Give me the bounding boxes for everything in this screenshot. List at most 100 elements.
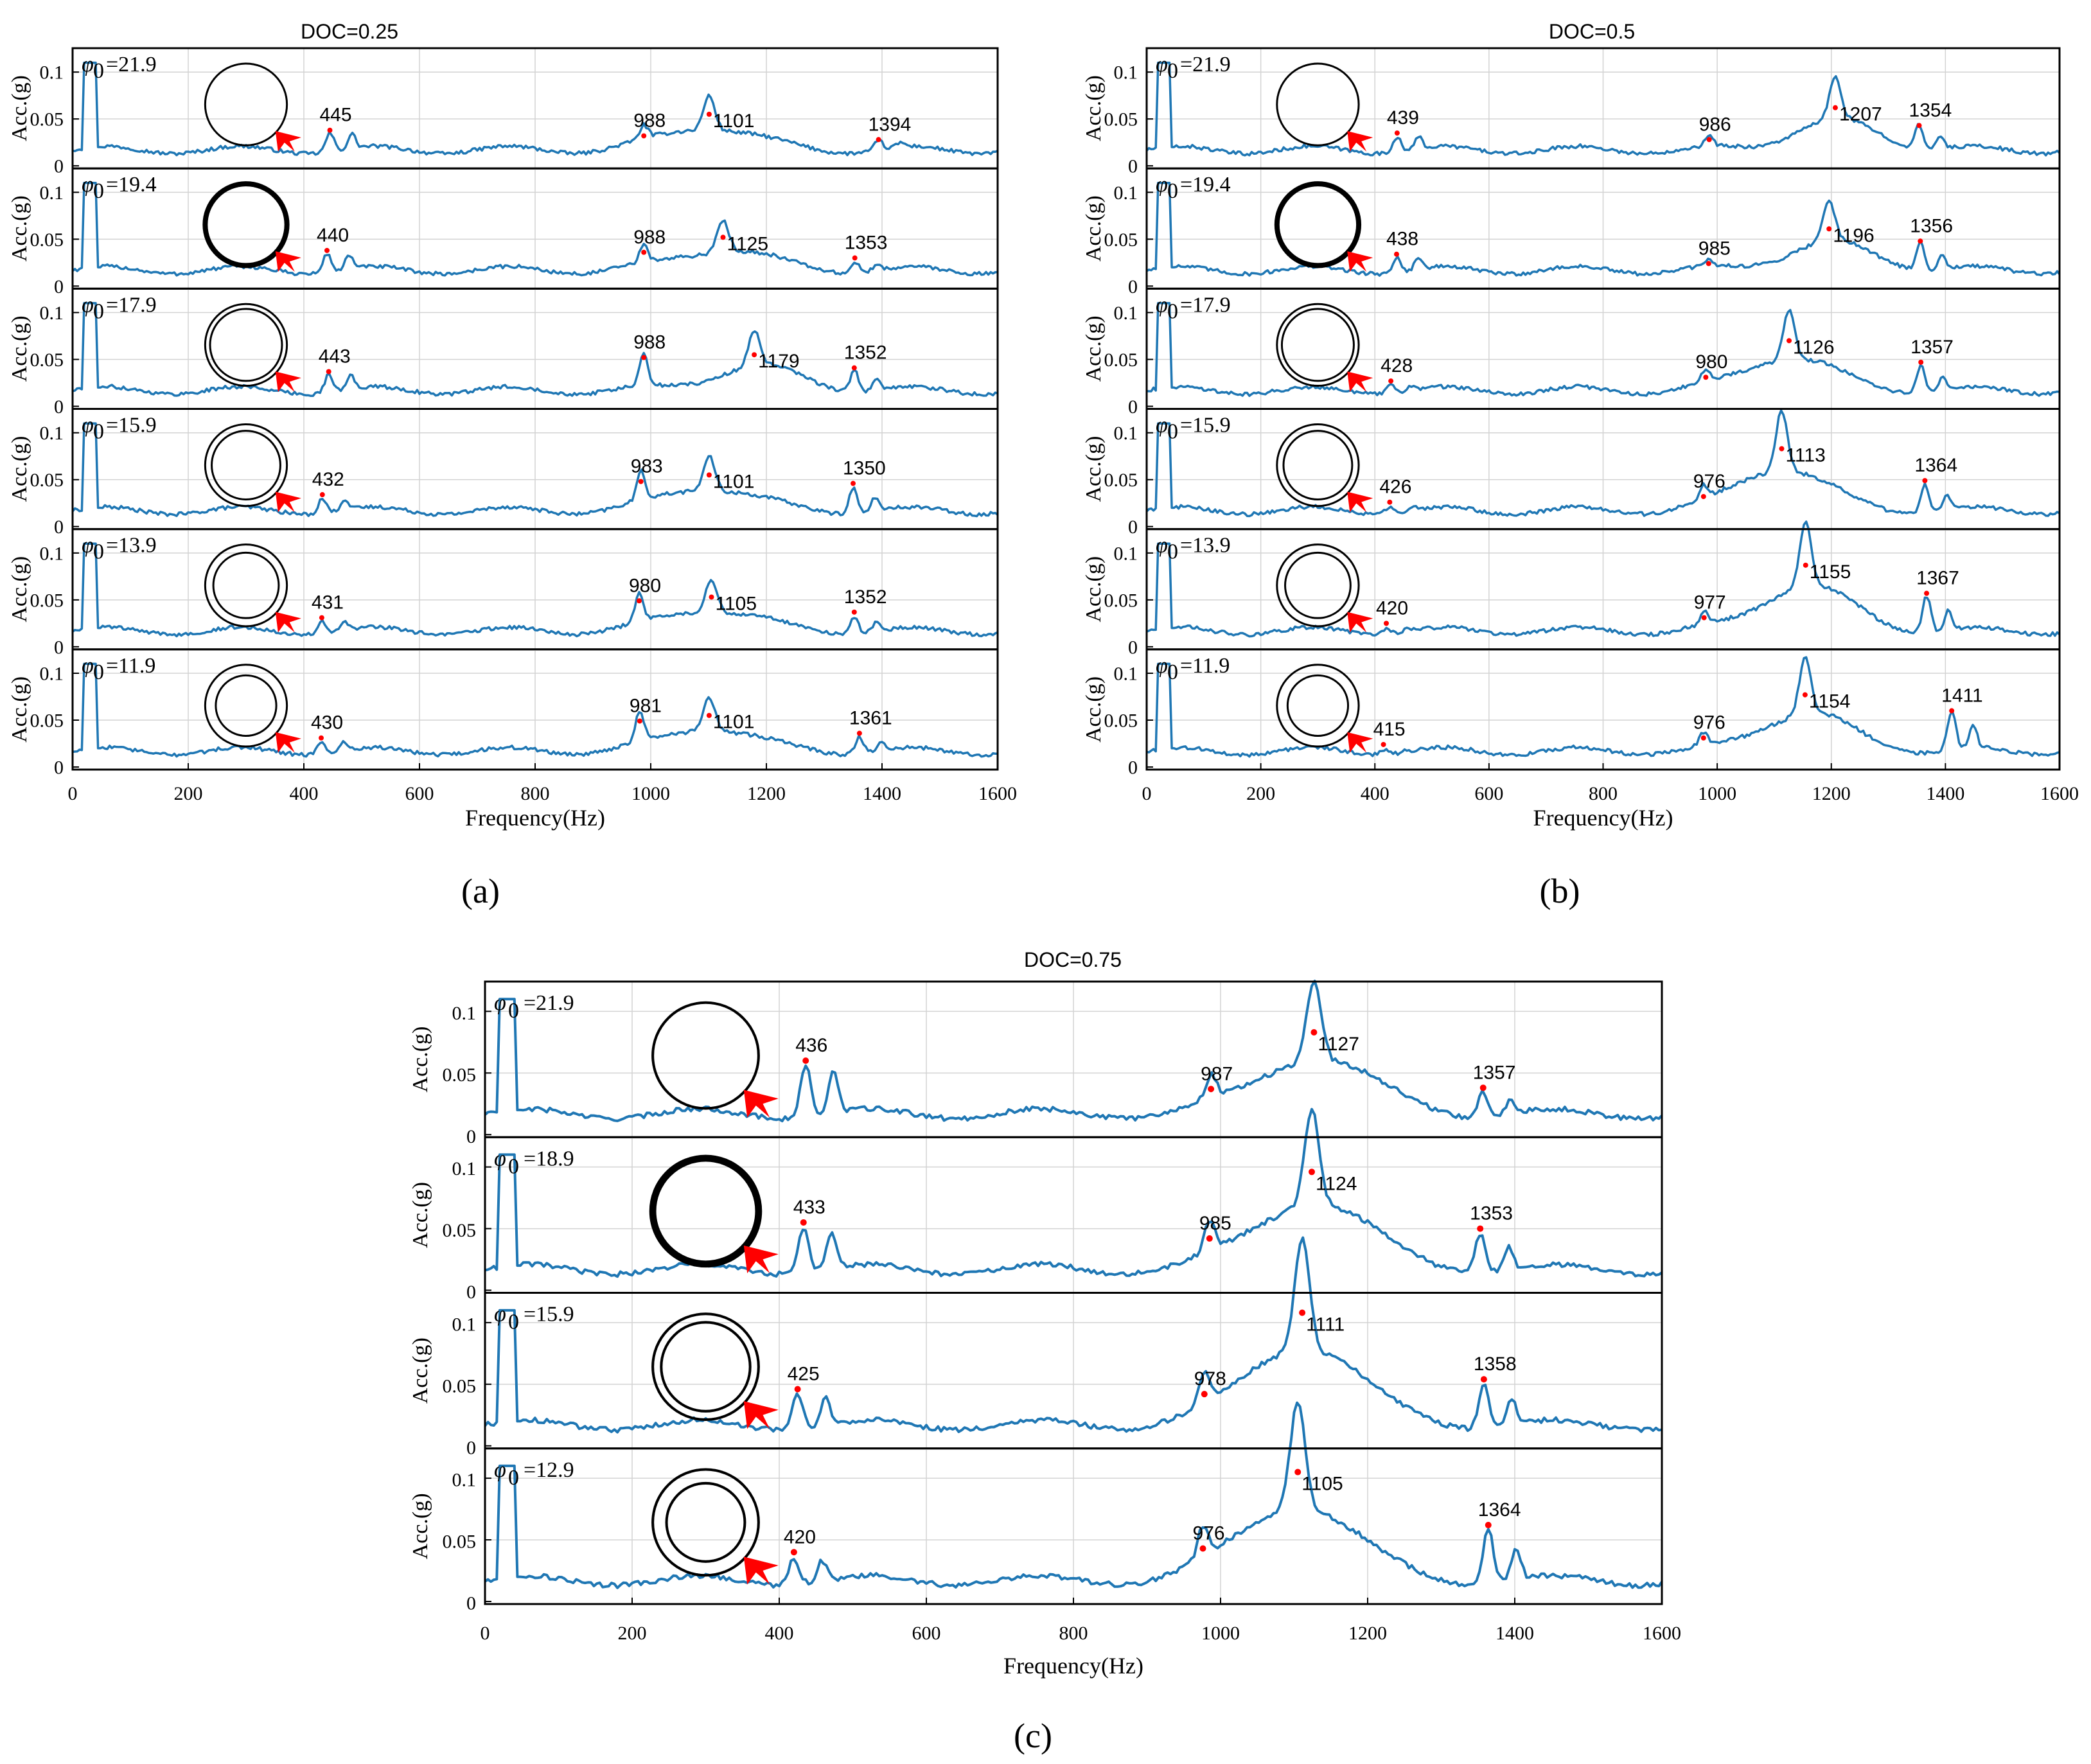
spectrum-line — [484, 1236, 1663, 1434]
ring-icon — [204, 303, 288, 387]
peak-label: 1354 — [1909, 100, 1952, 121]
peak-label: 1105 — [1301, 1474, 1343, 1495]
peak-label: 1394 — [869, 114, 912, 135]
peak-marker — [1477, 1225, 1484, 1232]
arrow-cursor-icon — [275, 491, 301, 513]
ring-icon — [1276, 664, 1360, 748]
arrow-cursor-icon — [1347, 251, 1373, 272]
phi-value: =15.9 — [1180, 414, 1231, 437]
peak-label: 1196 — [1833, 225, 1875, 246]
peak-label: 988 — [633, 332, 666, 353]
y-tick-label: 0 — [54, 396, 64, 418]
y-tick-label: 0 — [54, 156, 64, 177]
peak-marker — [800, 1219, 807, 1226]
peak-label: 1357 — [1473, 1062, 1516, 1083]
peak-label: 1353 — [1470, 1203, 1513, 1224]
y-tick-label: 0 — [466, 1593, 476, 1614]
peak-marker — [876, 137, 881, 143]
phi-symbol: φ — [82, 173, 94, 197]
peak-marker — [1384, 621, 1390, 626]
x-axis-label: Frequency(Hz) — [465, 805, 605, 831]
phi-subscript: 0 — [93, 179, 104, 203]
y-tick-label: 0.05 — [443, 1220, 477, 1241]
y-tick-label: 0.05 — [1104, 470, 1138, 491]
y-tick-label: 0 — [466, 1437, 476, 1458]
peak-label: 431 — [312, 592, 344, 613]
arrow-cursor-icon — [275, 251, 301, 272]
peak-marker — [324, 247, 330, 253]
spectrum-line — [484, 1401, 1663, 1589]
peak-marker — [790, 1549, 797, 1556]
peak-marker — [1706, 137, 1712, 143]
phi-value: =13.9 — [106, 534, 157, 558]
y-tick-label: 0 — [466, 1282, 476, 1303]
phi-value: =15.9 — [524, 1303, 574, 1327]
peak-marker — [852, 255, 858, 261]
y-tick-label: 0.05 — [1104, 590, 1138, 611]
peak-marker — [706, 111, 712, 117]
y-tick-label: 0.1 — [40, 423, 64, 444]
peak-label: 1207 — [1839, 104, 1882, 125]
peak-label: 988 — [633, 110, 666, 131]
y-tick-label: 0.1 — [1114, 664, 1138, 685]
peak-label: 432 — [312, 469, 344, 490]
y-tick-label: 0.1 — [1114, 62, 1138, 84]
y-tick-label: 0.1 — [40, 303, 64, 324]
arrow-cursor-icon — [743, 1557, 779, 1585]
peak-label: 1364 — [1478, 1499, 1521, 1521]
peak-label: 1361 — [849, 707, 892, 728]
peak-marker — [1208, 1086, 1215, 1093]
peak-marker — [1787, 338, 1792, 344]
phi-subscript: 0 — [1167, 420, 1178, 444]
ring-icon — [204, 62, 288, 146]
y-tick-label: 0.05 — [443, 1375, 477, 1397]
peak-marker — [1299, 1309, 1306, 1316]
inner-ring-icon — [212, 551, 280, 619]
y-tick-label: 0.1 — [1114, 182, 1138, 204]
peak-marker — [1701, 615, 1707, 621]
spectrum-line — [72, 61, 998, 157]
peak-marker — [1294, 1469, 1301, 1476]
phi-subscript: 0 — [508, 1310, 519, 1334]
peak-marker — [1918, 238, 1923, 244]
peak-marker — [709, 594, 714, 600]
phi-subscript: 0 — [1167, 540, 1178, 564]
y-axis-label: Acc.(g) — [8, 436, 31, 502]
x-tick-label: 0 — [481, 1623, 490, 1644]
y-tick-label: 0.05 — [30, 349, 64, 371]
arrow-cursor-icon — [1347, 371, 1373, 392]
x-tick-label: 1000 — [631, 783, 670, 804]
x-tick-label: 1200 — [1812, 783, 1851, 804]
ring-icon — [651, 1312, 760, 1422]
inner-ring-icon — [1284, 551, 1352, 619]
inner-ring-icon — [215, 674, 278, 737]
peak-label: 1352 — [844, 587, 887, 608]
y-tick-label: 0 — [1128, 396, 1138, 418]
x-axis-label: Frequency(Hz) — [1533, 805, 1673, 831]
peak-label: 433 — [793, 1197, 825, 1218]
peak-marker — [706, 472, 712, 478]
peak-label: 985 — [1698, 238, 1731, 259]
peak-label: 1364 — [1914, 455, 1957, 476]
y-tick-label: 0 — [54, 757, 64, 779]
peak-label: 1124 — [1316, 1173, 1357, 1194]
spectrum-line — [1146, 182, 2061, 277]
peak-label: 988 — [633, 227, 666, 248]
x-tick-label: 1000 — [1698, 783, 1736, 804]
phi-subscript: 0 — [93, 420, 104, 444]
y-tick-label: 0.05 — [30, 109, 64, 130]
y-tick-label: 0 — [1128, 757, 1138, 779]
phi-symbol: φ — [82, 293, 94, 317]
peak-label: 1353 — [845, 233, 888, 254]
peak-label: 978 — [1194, 1368, 1226, 1389]
phi-symbol: φ — [1156, 414, 1168, 437]
y-tick-label: 0 — [54, 637, 64, 658]
peak-label: 1367 — [1916, 568, 1959, 589]
peak-label: 976 — [1693, 471, 1725, 492]
y-axis-label: Acc.(g) — [8, 676, 31, 743]
